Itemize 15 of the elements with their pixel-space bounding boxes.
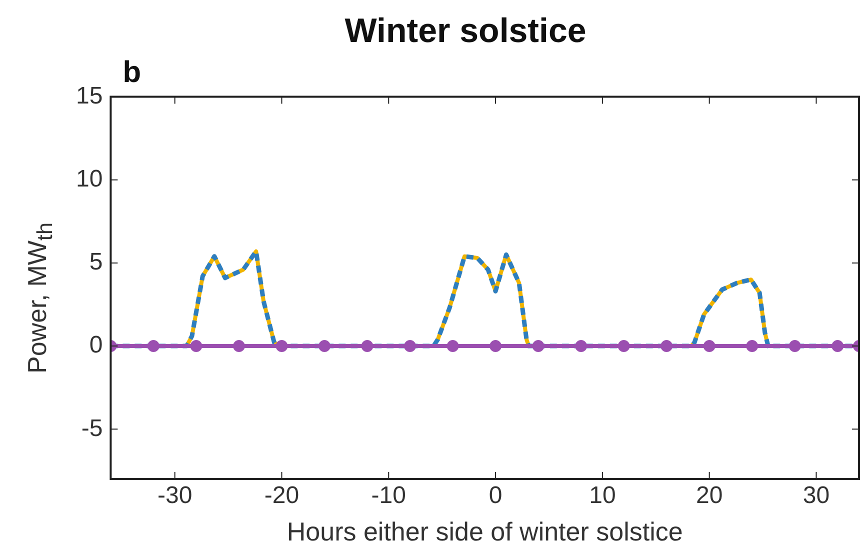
x-tick-label: 30 (802, 482, 830, 510)
x-tick-label: -30 (157, 482, 192, 510)
x-tick-label: 0 (488, 482, 502, 510)
y-tick-label: 5 (89, 248, 103, 276)
y-tick-label: -5 (81, 414, 103, 442)
x-tick-label: 10 (589, 482, 616, 510)
y-tick-label: 0 (89, 332, 103, 359)
y-tick-label: 15 (76, 82, 103, 110)
x-axis-title: Hours either side of winter solstice (286, 516, 683, 547)
x-tick-label: -20 (264, 482, 300, 510)
x-tick-label: 20 (696, 482, 723, 510)
chart-title: Winter solstice (344, 12, 586, 50)
text: b (122, 56, 142, 90)
y-tick-label: 10 (76, 166, 103, 193)
x-tick-label: -10 (371, 482, 406, 510)
